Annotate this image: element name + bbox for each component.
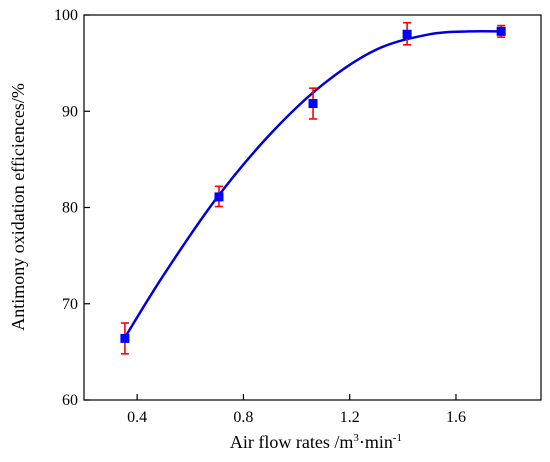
fit-curve <box>123 29 502 339</box>
x-tick-label: 1.2 <box>340 409 360 426</box>
x-tick-label: 0.8 <box>233 409 253 426</box>
x-axis-ticks: 0.4 0.8 1.2 1.6 <box>127 394 466 426</box>
y-tick-label: 90 <box>62 103 78 120</box>
y-tick-label: 60 <box>62 392 78 409</box>
fit-curve-group <box>123 29 502 339</box>
data-point-marker <box>120 333 130 343</box>
data-point-marker <box>402 29 412 39</box>
data-point-marker <box>496 26 506 36</box>
y-tick-label: 70 <box>62 296 78 313</box>
y-tick-label: 80 <box>62 200 78 217</box>
data-point-marker <box>308 99 318 109</box>
x-axis-title-mid: ·min <box>359 432 393 452</box>
x-axis-title-main: Air flow rates /m <box>230 432 353 452</box>
x-tick-label: 0.4 <box>127 409 147 426</box>
markers-group <box>120 26 506 343</box>
y-axis-ticks: 60 70 80 90 100 <box>54 7 90 409</box>
x-axis-title-sup1: 3 <box>353 432 359 444</box>
y-axis-title: Antimony oxidation efficiences/% <box>8 83 28 331</box>
x-axis-title-sup2: -1 <box>393 432 402 444</box>
y-tick-label: 100 <box>54 7 78 24</box>
error-bars-group <box>120 21 506 355</box>
x-axis-title: Air flow rates /m3·min-1 <box>230 432 402 452</box>
x-tick-label: 1.6 <box>446 409 466 426</box>
data-point-marker <box>214 192 224 202</box>
plot-frame <box>83 14 542 401</box>
